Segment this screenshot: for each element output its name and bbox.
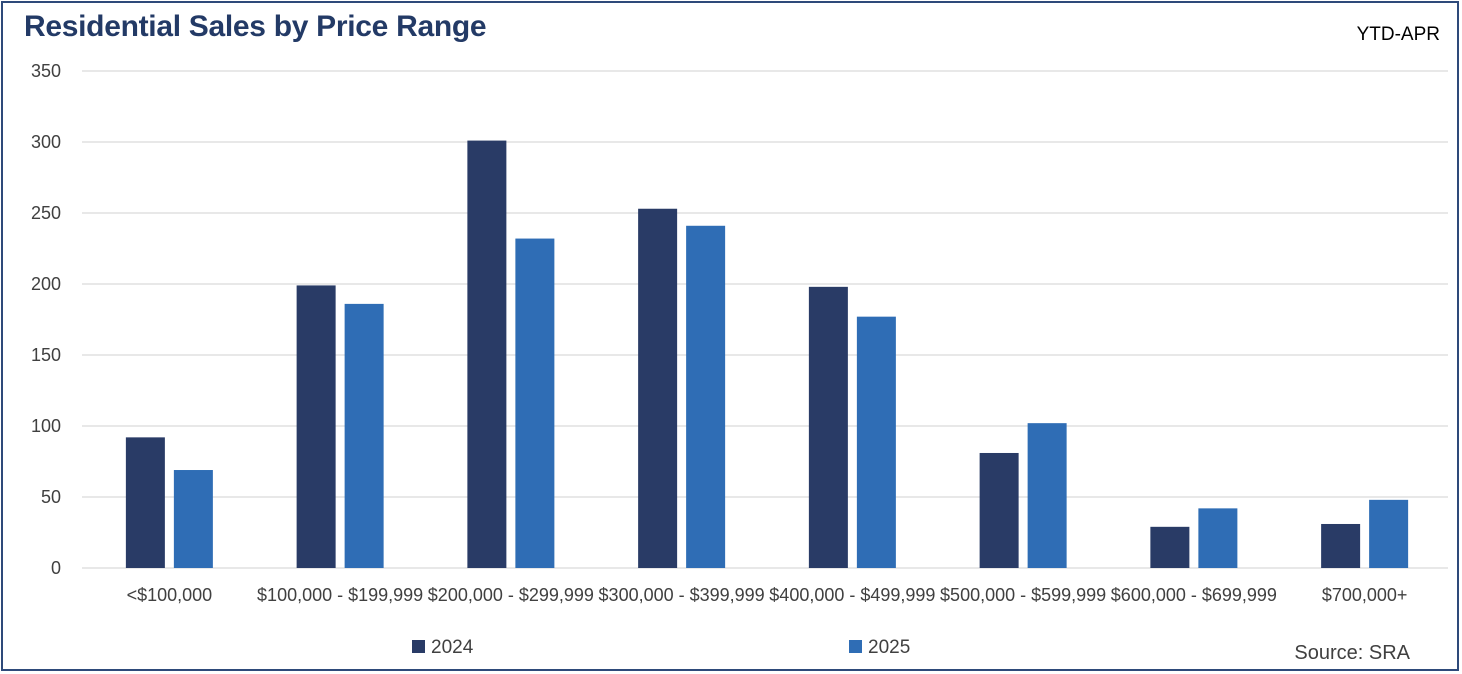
x-tick-label: $400,000 - $499,999 — [769, 585, 935, 605]
bar-2025 — [686, 225, 726, 568]
legend: 2024 2025 — [412, 637, 910, 658]
x-tick-label: $200,000 - $299,999 — [428, 585, 594, 605]
y-tick-label: 200 — [31, 274, 61, 294]
y-tick-label: 300 — [31, 132, 61, 152]
bar-2025 — [856, 316, 896, 568]
chart-title: Residential Sales by Price Range — [24, 10, 487, 43]
source-label: Source: SRA — [1294, 642, 1410, 664]
bar-2024 — [808, 286, 848, 568]
y-tick-label: 50 — [41, 487, 61, 507]
period-label: YTD-APR — [1356, 24, 1440, 45]
bar-2025 — [515, 238, 555, 568]
x-tick-label: $600,000 - $699,999 — [1111, 585, 1277, 605]
x-axis-ticks: <$100,000 $100,000 - $199,999 $200,000 - $… — [127, 585, 1408, 605]
bar-2024 — [1321, 523, 1361, 568]
y-tick-label: 0 — [51, 558, 61, 578]
bar-2024 — [979, 452, 1019, 568]
bar-2025 — [344, 303, 384, 568]
grid-layer — [82, 70, 1448, 569]
x-tick-label: $500,000 - $599,999 — [940, 585, 1106, 605]
x-tick-label: $700,000+ — [1322, 585, 1408, 605]
bar-2024 — [467, 140, 507, 568]
legend-label-2024: 2024 — [431, 637, 474, 658]
y-tick-label: 100 — [31, 416, 61, 436]
y-tick-label: 350 — [31, 61, 61, 81]
bar-2025 — [173, 470, 213, 568]
legend-label-2025: 2025 — [868, 637, 910, 658]
legend-swatch-2025 — [849, 640, 862, 653]
x-tick-label: $300,000 - $399,999 — [599, 585, 765, 605]
bar-2025 — [1198, 508, 1238, 568]
bars — [125, 140, 1409, 569]
x-tick-label: $100,000 - $199,999 — [257, 585, 423, 605]
bar-2024 — [1150, 526, 1190, 568]
bar-2025 — [1369, 499, 1409, 568]
x-tick-label: <$100,000 — [127, 585, 213, 605]
bar-2024 — [638, 208, 678, 569]
bar-2024 — [296, 285, 336, 568]
y-tick-label: 250 — [31, 203, 61, 223]
bar-2025 — [1027, 423, 1067, 568]
bar-2024 — [125, 437, 165, 568]
y-tick-label: 150 — [31, 345, 61, 365]
y-axis-ticks: 0 50 100 150 200 250 300 350 — [31, 61, 61, 578]
legend-swatch-2024 — [412, 640, 425, 653]
